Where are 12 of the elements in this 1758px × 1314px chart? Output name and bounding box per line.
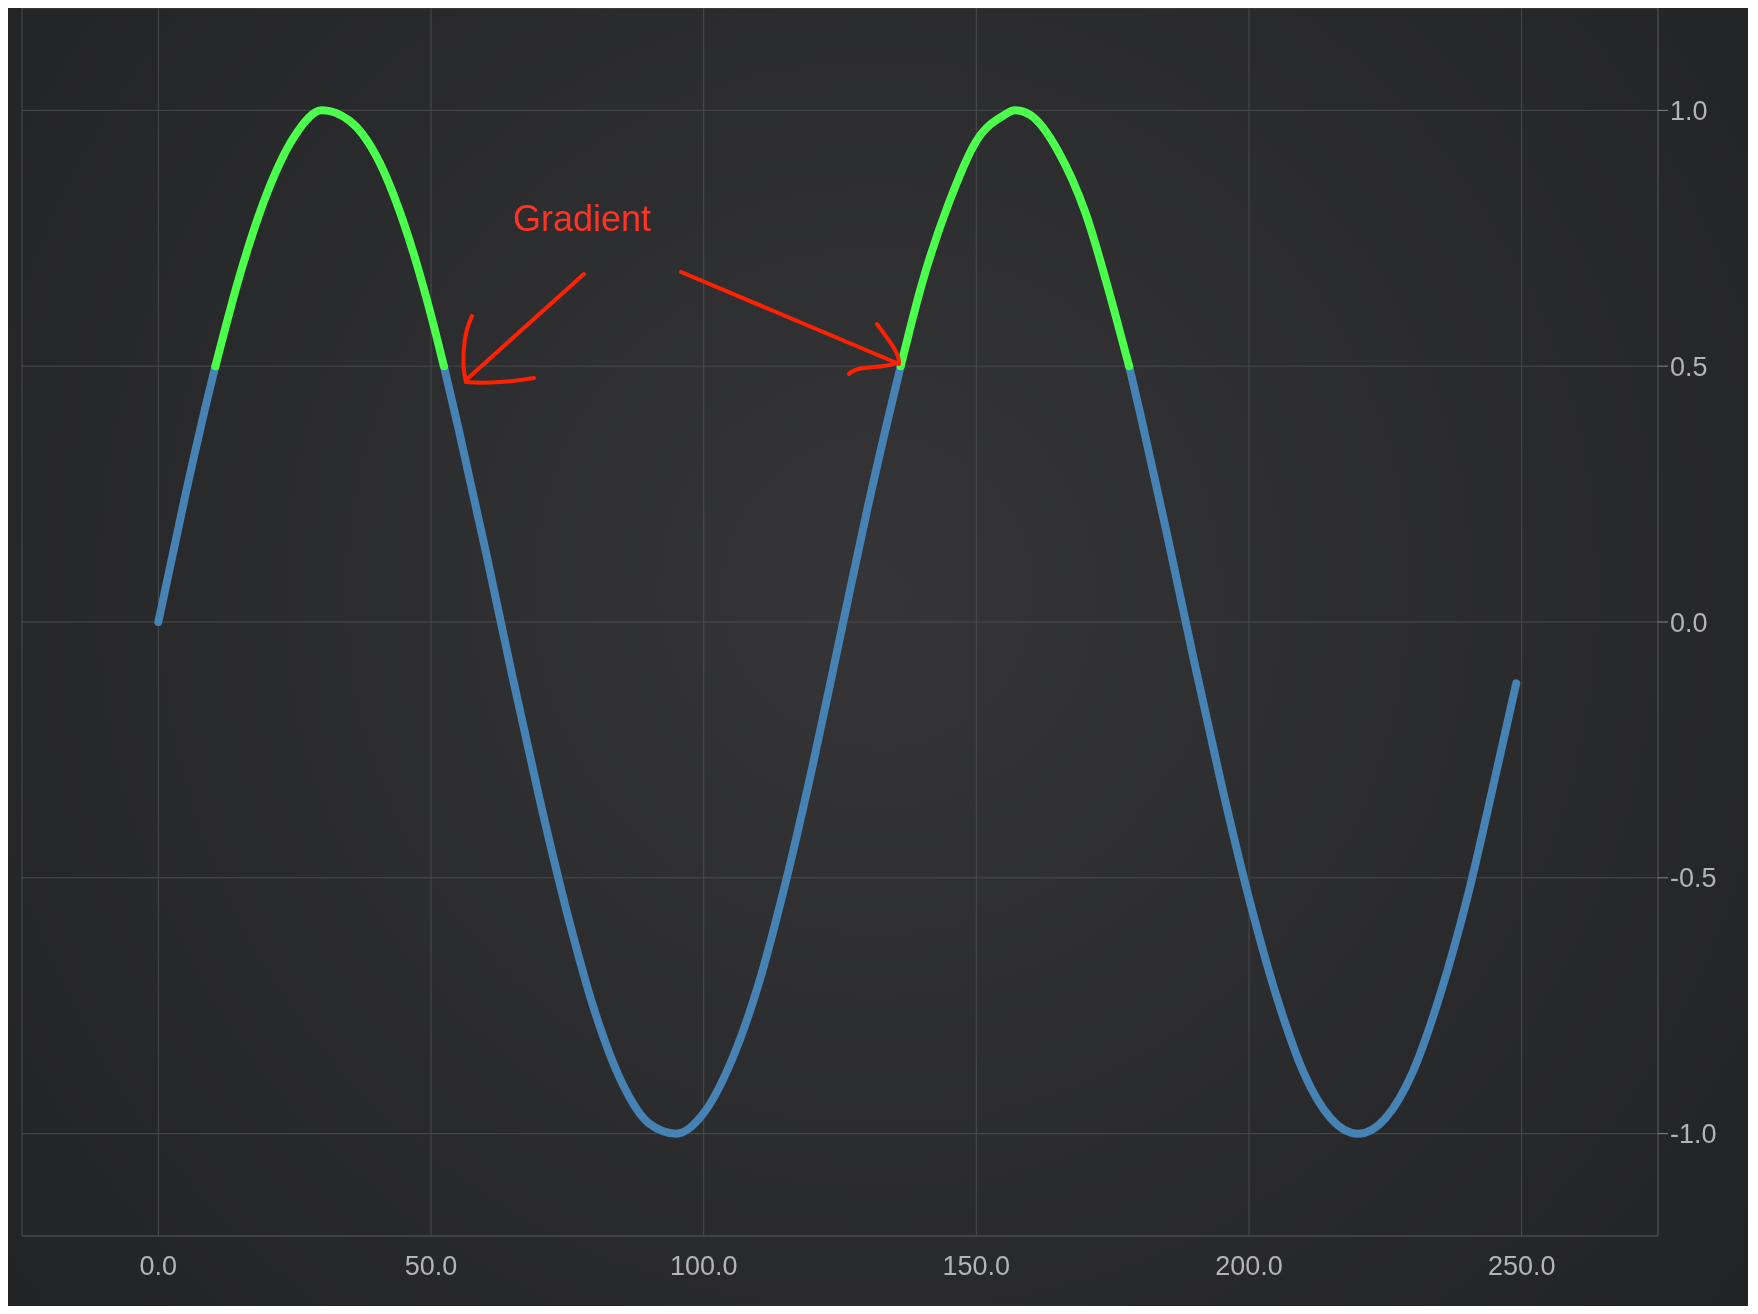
x-tick-label: 200.0 [1215, 1251, 1283, 1282]
y-tick-label: 0.0 [1670, 607, 1708, 638]
y-tick-label: 1.0 [1670, 95, 1708, 126]
y-tick-label: -1.0 [1670, 1119, 1717, 1150]
x-tick-label: 250.0 [1487, 1251, 1556, 1282]
x-tick-label: 50.0 [404, 1251, 458, 1282]
x-tick-label: 0.0 [139, 1251, 178, 1282]
x-tick-label: 150.0 [942, 1251, 1011, 1282]
y-tick-label: -0.5 [1670, 863, 1717, 894]
x-tick-label: 100.0 [669, 1251, 738, 1282]
annotation: Gradient [513, 198, 652, 240]
y-tick-label: 0.5 [1670, 351, 1708, 382]
